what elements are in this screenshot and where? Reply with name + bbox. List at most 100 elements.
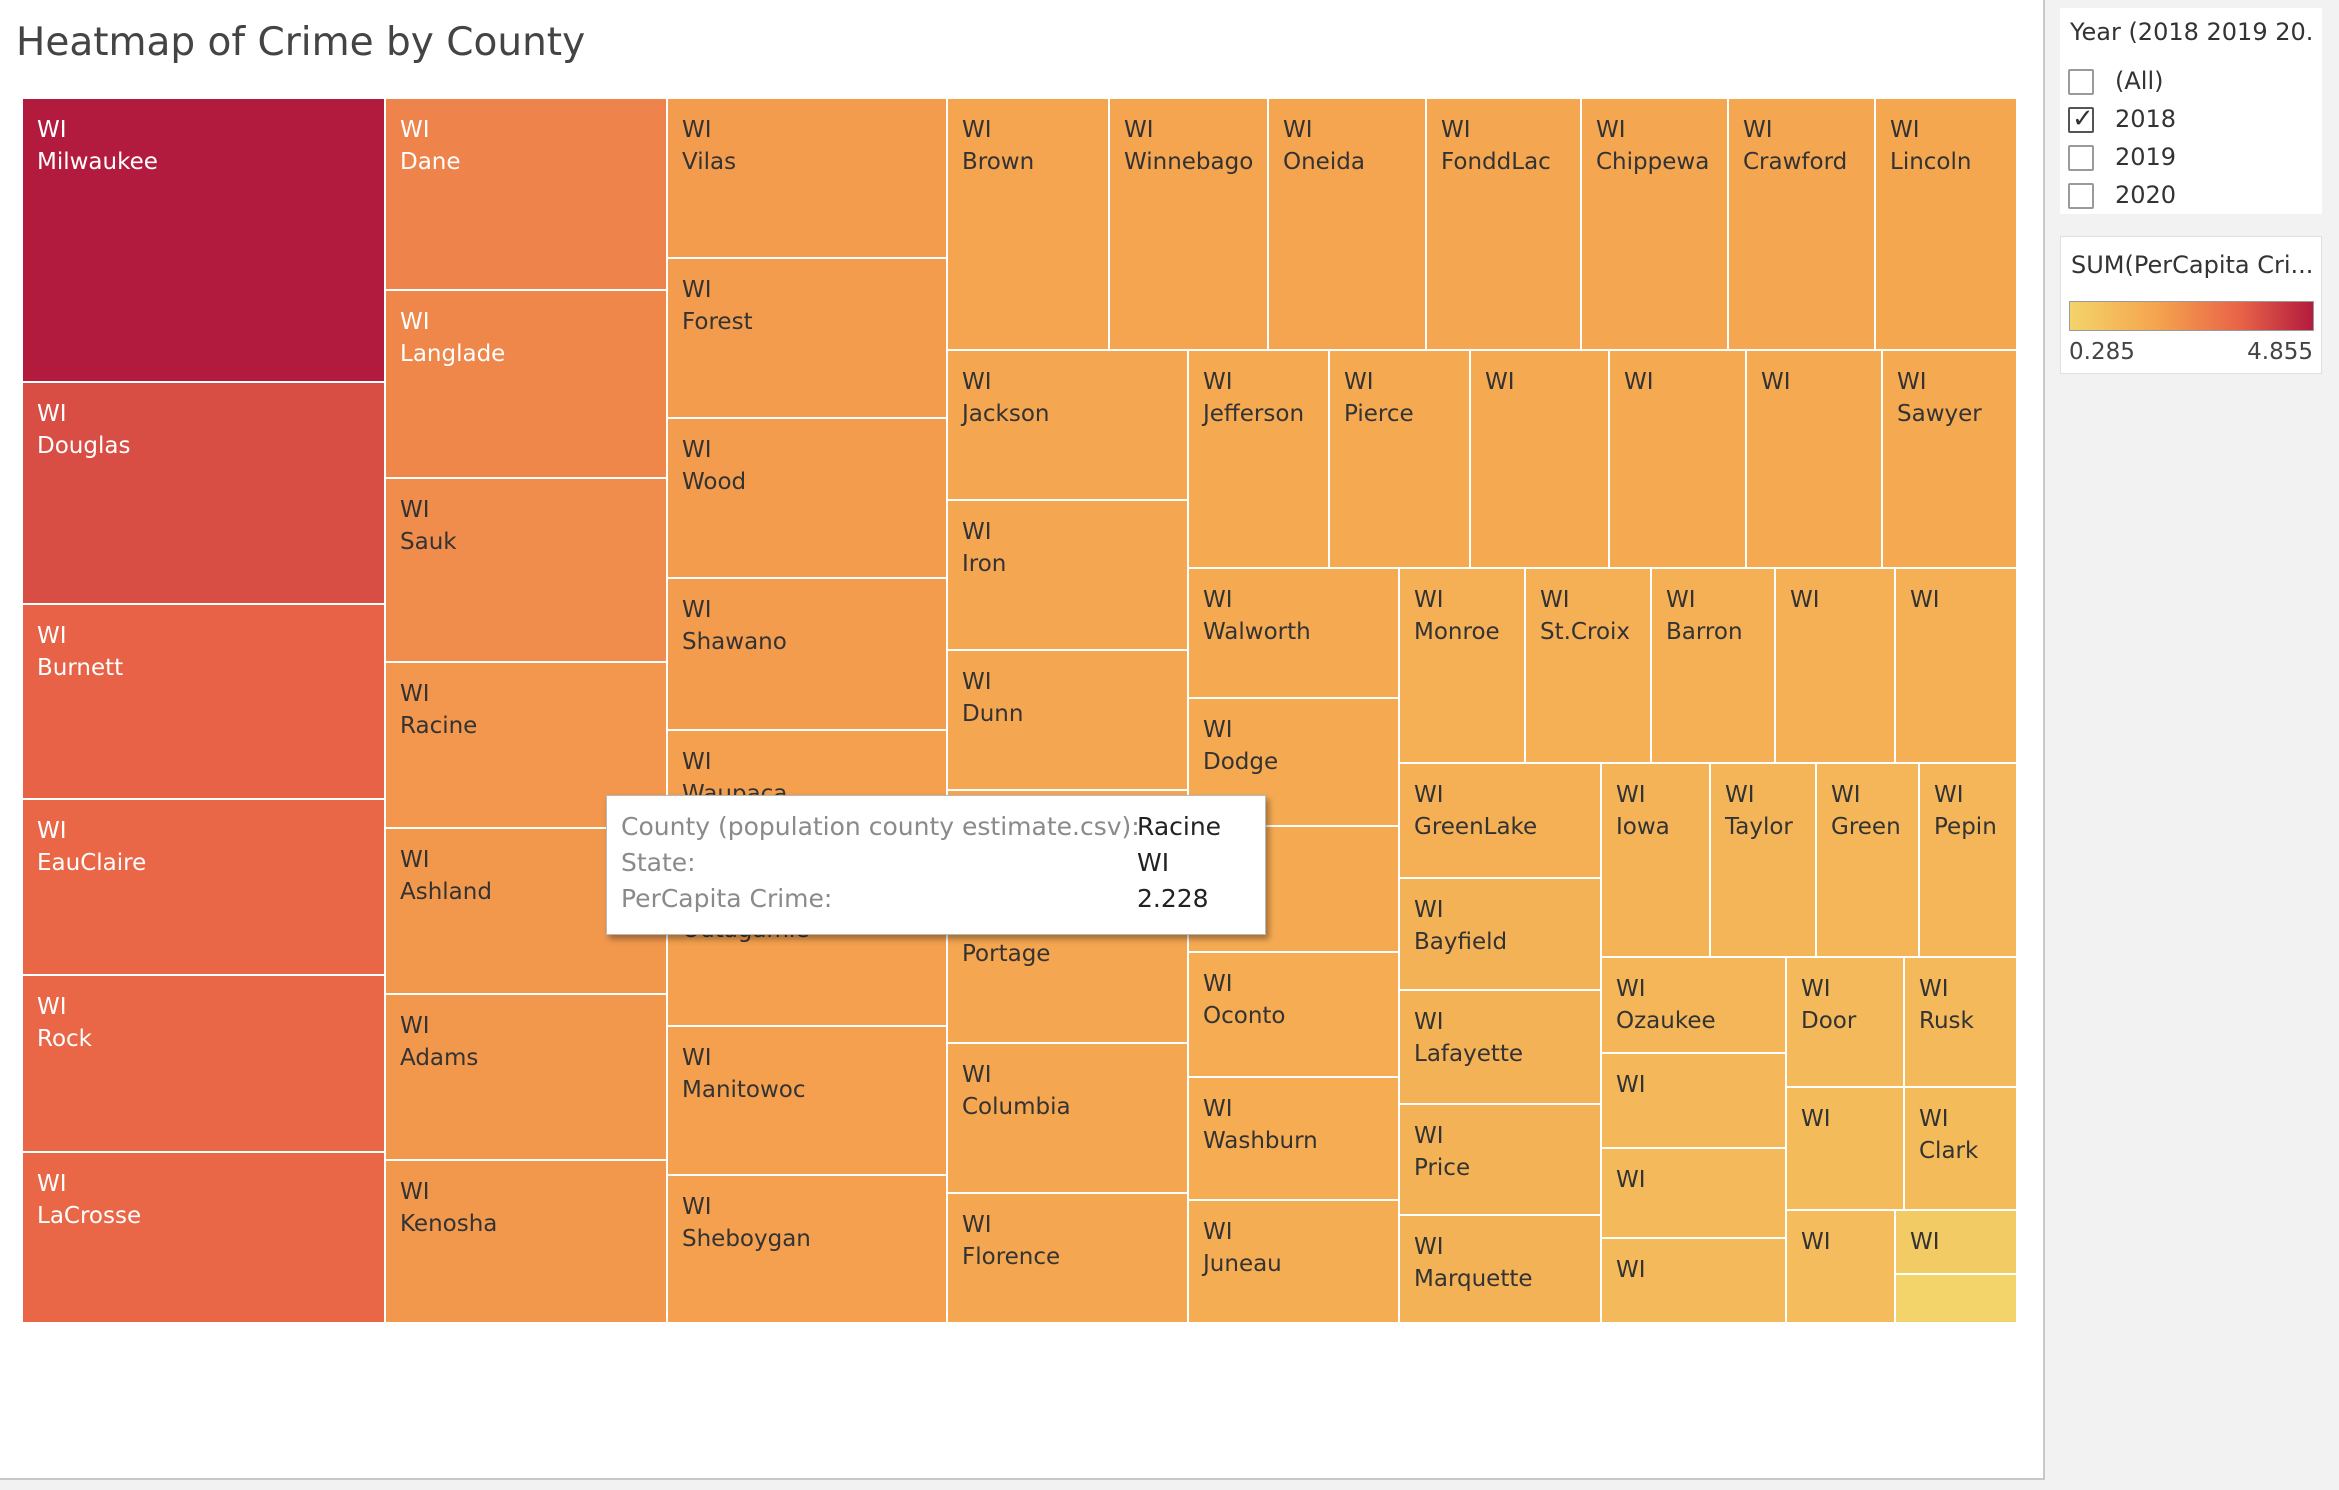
tile-county-label: Sauk <box>400 529 457 555</box>
treemap-tile[interactable]: WI <box>1786 1210 1895 1323</box>
treemap-tile[interactable]: WI Langlade <box>385 290 667 478</box>
treemap-tile[interactable]: WI Door <box>1786 957 1904 1087</box>
treemap-tile[interactable]: WI <box>1775 568 1895 763</box>
tile-county-label: GreenLake <box>1414 814 1538 840</box>
treemap-tile[interactable]: WI Florence <box>947 1193 1188 1323</box>
treemap-tile[interactable]: WI Monroe <box>1399 568 1525 763</box>
tile-state-label: WI <box>1414 1123 1444 1149</box>
tile-state-label: WI <box>1666 587 1696 613</box>
tile-county-label: FonddLac <box>1441 149 1551 175</box>
treemap-tile[interactable]: WI Ozaukee <box>1601 957 1786 1053</box>
tile-state-label: WI <box>1283 117 1313 143</box>
treemap-tile[interactable]: WI Rock <box>22 975 385 1152</box>
treemap-tile[interactable]: WI Rusk <box>1904 957 2017 1087</box>
treemap-tile[interactable]: WI Crawford <box>1728 98 1875 350</box>
treemap-tile[interactable]: WI Adams <box>385 994 667 1160</box>
tile-state-label: WI <box>400 1013 430 1039</box>
treemap-tile[interactable]: WI Oneida <box>1268 98 1426 350</box>
treemap-tile[interactable]: WI Pierce <box>1329 350 1470 568</box>
filter-option-2019[interactable]: 2019 <box>2068 140 2308 176</box>
tile-county-label: Washburn <box>1203 1128 1318 1154</box>
treemap-tile[interactable]: WI <box>1895 568 2017 763</box>
filter-option-2020[interactable]: 2020 <box>2068 178 2308 214</box>
treemap-tile[interactable]: WI Dunn <box>947 650 1188 790</box>
treemap-tile[interactable]: WI Lincoln <box>1875 98 2017 350</box>
treemap-tile[interactable]: WI Dane <box>385 98 667 290</box>
treemap-tile[interactable] <box>1895 1274 2017 1323</box>
treemap-tile[interactable]: WI Juneau <box>1188 1200 1399 1323</box>
tooltip-key: County (population county estimate.csv): <box>621 812 1140 841</box>
tile-county-label: Green <box>1831 814 1901 840</box>
tile-county-label: EauClaire <box>37 850 147 876</box>
tile-county-label: Jackson <box>962 401 1050 427</box>
treemap-tile[interactable]: WI Washburn <box>1188 1077 1399 1200</box>
tile-state-label: WI <box>400 497 430 523</box>
tile-state-label: WI <box>1919 1106 1949 1132</box>
checkbox[interactable] <box>2068 69 2094 95</box>
tile-county-label: Crawford <box>1743 149 1848 175</box>
treemap-tile[interactable]: WI Sawyer <box>1882 350 2017 568</box>
filter-option-2018[interactable]: ✓ 2018 <box>2068 102 2308 138</box>
treemap-tile[interactable]: WI Racine <box>385 662 667 828</box>
treemap-tile[interactable]: WI Burnett <box>22 604 385 799</box>
treemap-tile[interactable]: WI <box>1601 1053 1786 1148</box>
treemap-tile[interactable]: WI Pepin <box>1919 763 2017 957</box>
treemap-tile[interactable]: WI Walworth <box>1188 568 1399 698</box>
treemap-tile[interactable]: WI Bayfield <box>1399 878 1601 990</box>
tile-county-label: Lafayette <box>1414 1041 1524 1067</box>
treemap-tile[interactable]: WI Milwaukee <box>22 98 385 382</box>
treemap-tile[interactable]: WI LaCrosse <box>22 1152 385 1323</box>
tile-state-label: WI <box>400 847 430 873</box>
treemap-tile[interactable]: WI Columbia <box>947 1043 1188 1193</box>
treemap-tile[interactable]: WI Price <box>1399 1104 1601 1215</box>
tile-county-label: Rusk <box>1919 1008 1974 1034</box>
tile-state-label: WI <box>37 623 67 649</box>
treemap-tile[interactable]: WI Chippewa <box>1581 98 1728 350</box>
tile-state-label: WI <box>682 1194 712 1220</box>
treemap-tile[interactable]: WI Lafayette <box>1399 990 1601 1104</box>
tile-county-label: Manitowoc <box>682 1077 806 1103</box>
treemap-tile[interactable]: WI Taylor <box>1710 763 1816 957</box>
tile-county-label: Brown <box>962 149 1035 175</box>
treemap-tile[interactable]: WI St.Croix <box>1525 568 1651 763</box>
treemap-tile[interactable]: WI FonddLac <box>1426 98 1581 350</box>
tile-state-label: WI <box>37 818 67 844</box>
treemap-tile[interactable]: WI <box>1609 350 1746 568</box>
treemap-tile[interactable]: WI EauClaire <box>22 799 385 975</box>
treemap-tile[interactable]: WI Forest <box>667 258 947 418</box>
tile-county-label: Milwaukee <box>37 149 158 175</box>
treemap-tile[interactable]: WI Manitowoc <box>667 1026 947 1175</box>
treemap-tile[interactable]: WI <box>1601 1148 1786 1238</box>
treemap-tile[interactable]: WI Brown <box>947 98 1109 350</box>
treemap-tile[interactable]: WI Sheboygan <box>667 1175 947 1323</box>
checkbox[interactable] <box>2068 183 2094 209</box>
treemap-tile[interactable]: WI Marquette <box>1399 1215 1601 1323</box>
tile-county-label: Sheboygan <box>682 1226 811 1252</box>
treemap-tile[interactable]: WI <box>1601 1238 1786 1323</box>
treemap-tile[interactable]: WI Iowa <box>1601 763 1710 957</box>
treemap-tile[interactable]: WI Barron <box>1651 568 1775 763</box>
treemap-tile[interactable]: WI Wood <box>667 418 947 578</box>
treemap-tile[interactable]: WI Winnebago <box>1109 98 1268 350</box>
treemap-tile[interactable]: WI Douglas <box>22 382 385 604</box>
checkbox[interactable] <box>2068 145 2094 171</box>
treemap-tile[interactable]: WI Oconto <box>1188 952 1399 1077</box>
tile-county-label: Lincoln <box>1890 149 1972 175</box>
treemap-tile[interactable]: WI GreenLake <box>1399 763 1601 878</box>
filter-option-all[interactable]: (All) <box>2068 64 2308 100</box>
treemap-tile[interactable]: WI Kenosha <box>385 1160 667 1323</box>
treemap-tile[interactable]: WI Clark <box>1904 1087 2017 1210</box>
treemap-tile[interactable]: WI Sauk <box>385 478 667 662</box>
treemap-tile[interactable]: WI <box>1786 1087 1904 1210</box>
treemap-tile[interactable]: WI Shawano <box>667 578 947 730</box>
treemap-tile[interactable]: WI <box>1746 350 1882 568</box>
treemap-tile[interactable]: WI Vilas <box>667 98 947 258</box>
treemap-tile[interactable]: WI <box>1470 350 1609 568</box>
treemap-tile[interactable]: WI <box>1895 1210 2017 1274</box>
treemap-tile[interactable]: WI Iron <box>947 500 1188 650</box>
treemap-tile[interactable]: WI Jackson <box>947 350 1188 500</box>
treemap-tile[interactable]: WI Green <box>1816 763 1919 957</box>
checkbox-checked[interactable]: ✓ <box>2068 104 2094 134</box>
tile-county-label: Bayfield <box>1414 929 1508 955</box>
treemap-tile[interactable]: WI Jefferson <box>1188 350 1329 568</box>
